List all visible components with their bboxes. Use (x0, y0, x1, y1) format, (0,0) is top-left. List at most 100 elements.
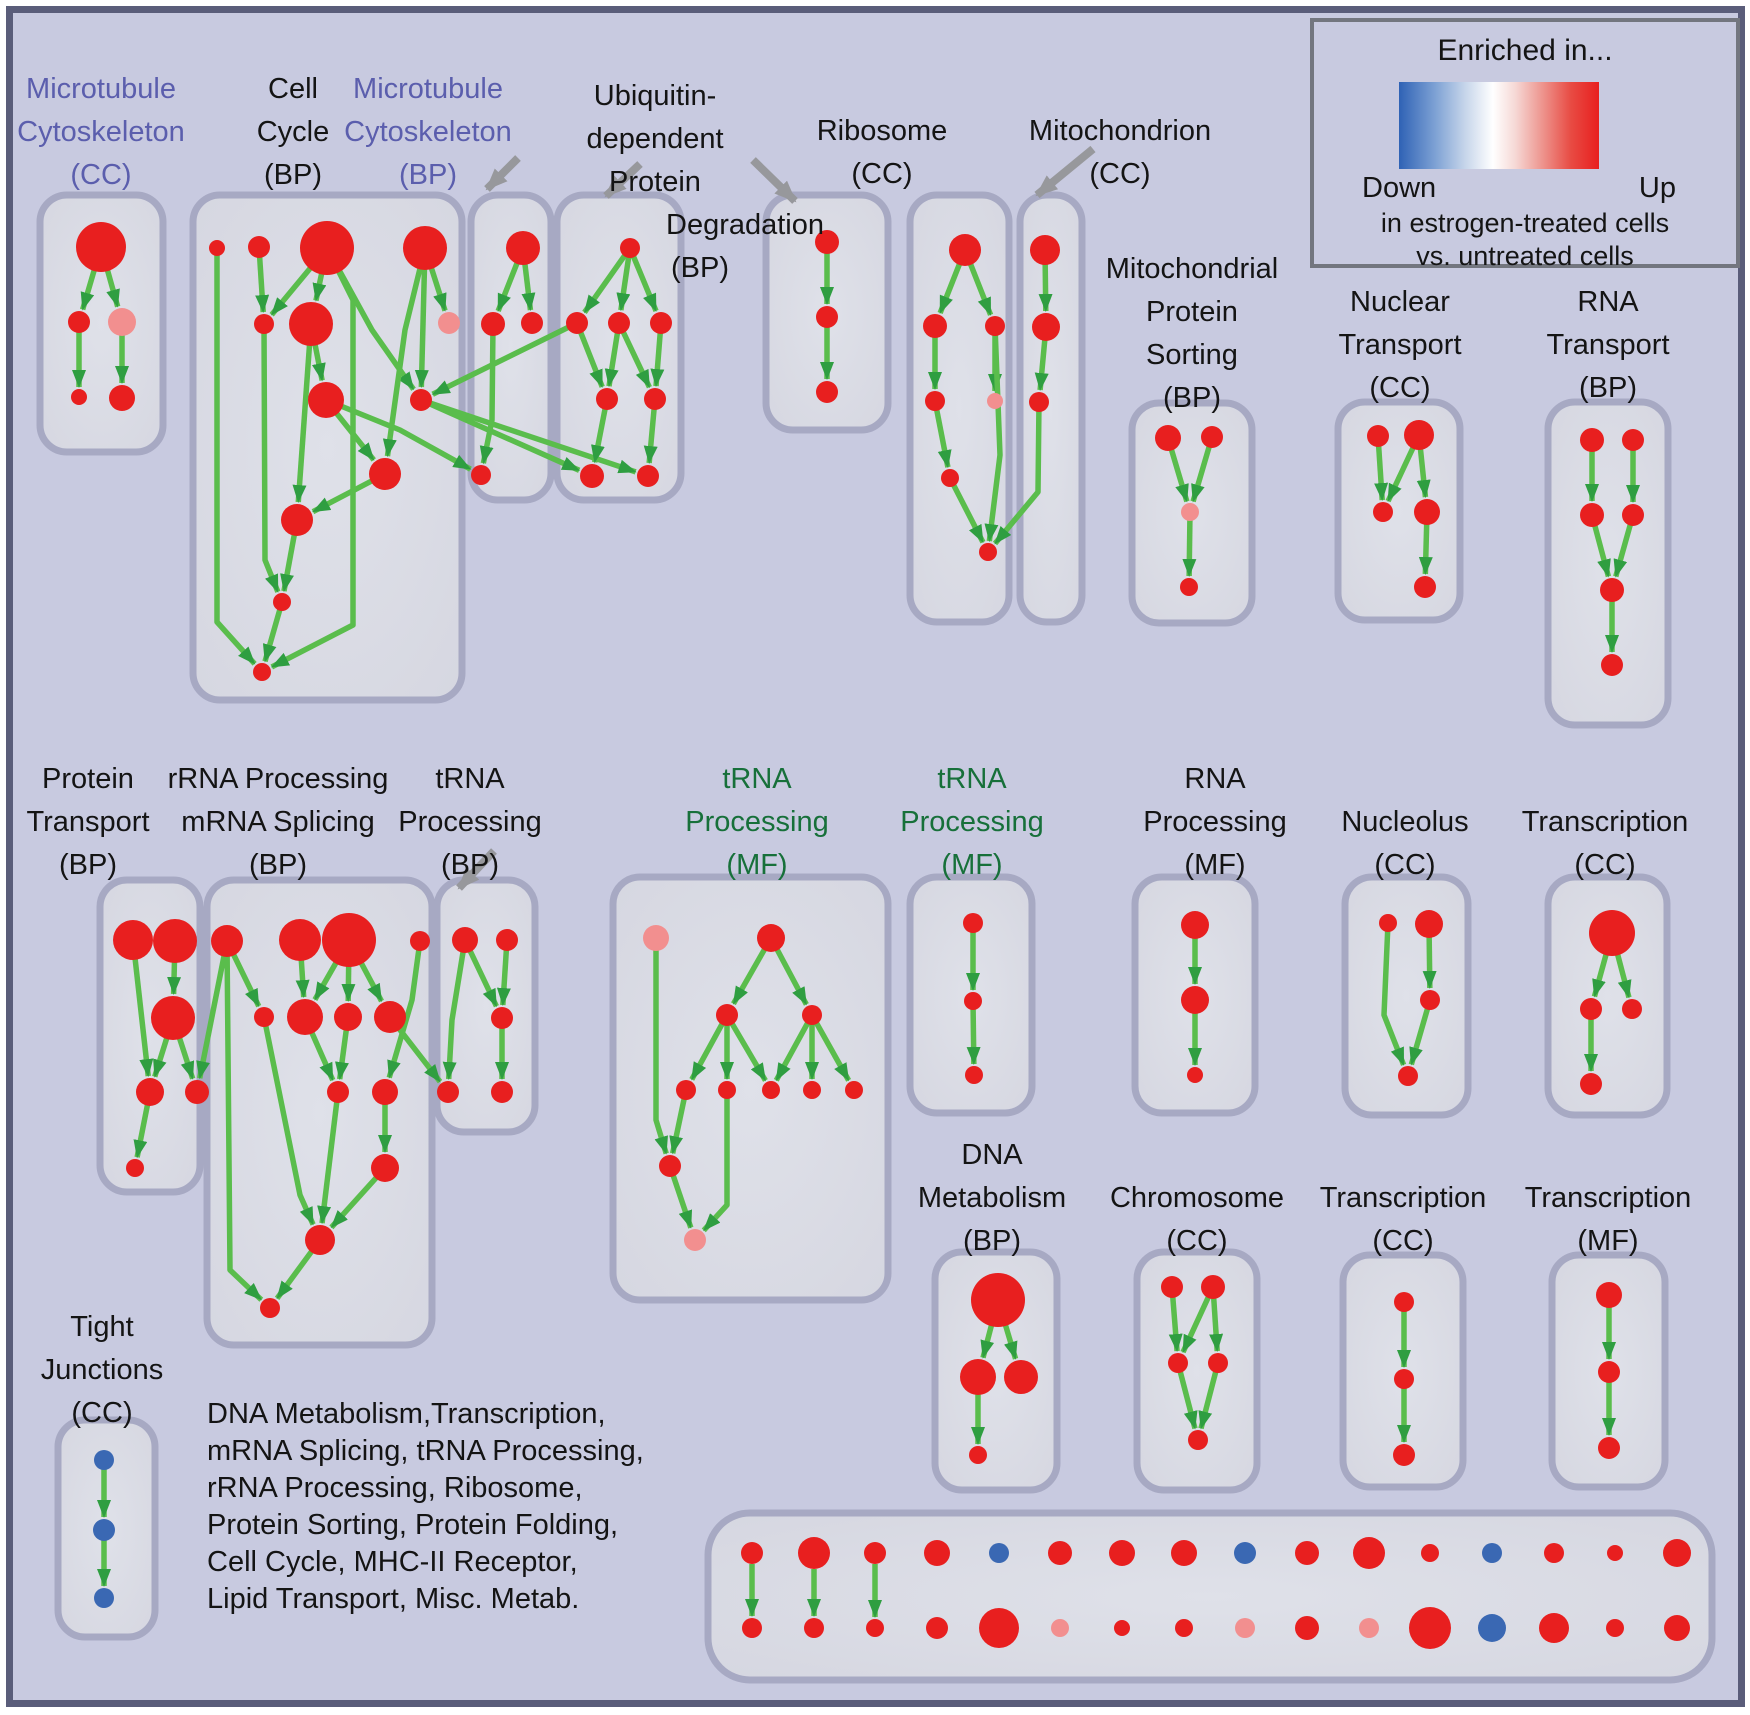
node-a2 (68, 311, 90, 333)
node-r3 (985, 316, 1005, 336)
node-s5 (718, 1081, 736, 1099)
bottom-node-r2-c14 (1539, 1613, 1569, 1643)
node-s9 (659, 1155, 681, 1177)
node-a3 (108, 308, 136, 336)
node-a1 (76, 222, 126, 272)
box-microtubule-cc (36, 191, 167, 456)
bottom-node-r1-c10 (1295, 1541, 1319, 1565)
node-g6 (126, 1159, 144, 1177)
bottom-node-r1-c6 (1048, 1541, 1072, 1565)
box-chromosome (1133, 1248, 1261, 1494)
node-h1 (211, 925, 243, 957)
edge-r6-r7 (947, 476, 986, 544)
node-s1 (757, 924, 785, 952)
label-cell-cycle-bp: Cell Cycle (BP) (256, 73, 330, 191)
node-z4 (1398, 1066, 1418, 1086)
node-e2 (1201, 1275, 1225, 1299)
bottom-node-r1-c14 (1544, 1543, 1564, 1563)
node-w1 (815, 230, 839, 254)
box-nuclear-transport (1334, 398, 1464, 624)
node-m1 (506, 231, 540, 265)
edge-u1-u4 (574, 321, 605, 388)
edge-h4-h10 (386, 940, 423, 1079)
node-s8 (845, 1081, 863, 1099)
bottom-node-r2-c7 (1114, 1620, 1130, 1636)
node-q5 (491, 1081, 513, 1103)
node-c2 (248, 236, 270, 258)
node-q4 (437, 1081, 459, 1103)
network-nodes (68, 221, 1691, 1649)
bottom-node-r2-c15 (1606, 1619, 1624, 1637)
node-h8 (374, 1001, 406, 1033)
cluster-boxes (36, 191, 1716, 1684)
bottom-node-r2-c11 (1359, 1618, 1379, 1638)
bottom-node-r1-c1 (741, 1542, 763, 1564)
label-mitochondrial-protein-sorting-bp: Mitochondrial Protein Sorting (BP) (1105, 253, 1279, 414)
label-microtubule-cytoskeleton-bp: Microtubule Cytoskeleton (BP) (344, 73, 512, 191)
node-tj1 (94, 1450, 114, 1470)
edge-c12-c13 (262, 601, 285, 663)
label-trna-processing-bp: tRNA Processing (BP) (398, 763, 542, 881)
edge-s2-s4 (689, 1013, 730, 1081)
node-r7 (979, 543, 997, 561)
edge-c7-m4 (324, 397, 472, 472)
node-tj3 (94, 1588, 114, 1608)
bottom-node-r2-c6 (1051, 1619, 1069, 1637)
edge-s2-s6 (724, 1013, 768, 1082)
node-n4 (1414, 499, 1440, 525)
legend-gradient-bar (1399, 82, 1599, 169)
edge-u0-u1 (582, 246, 633, 314)
node-d2 (960, 1359, 996, 1395)
label-trna-processing-mf-2: tRNA Processing (MF) (900, 763, 1044, 881)
node-g4 (136, 1078, 164, 1106)
label-ubiquitin-3: (BP) (671, 252, 729, 284)
node-a4 (71, 389, 87, 405)
node-u5 (644, 388, 666, 410)
node-c1 (209, 240, 225, 256)
edge-o3-r7 (992, 401, 1042, 546)
node-m3 (521, 312, 543, 334)
edge-h1-h13 (224, 940, 264, 1302)
bottom-node-r1-c2 (798, 1537, 830, 1569)
bottom-node-r2-c12 (1409, 1607, 1451, 1649)
node-o2 (1032, 313, 1060, 341)
misc-categories-text: DNA Metabolism,Transcription, mRNA Splici… (207, 1398, 644, 1615)
node-p3 (1181, 503, 1199, 521)
node-p4 (1180, 578, 1198, 596)
node-u1 (566, 312, 588, 334)
legend-down-label: Down (1362, 172, 1437, 204)
node-y3 (1187, 1067, 1203, 1083)
node-h9 (327, 1081, 349, 1103)
box-dna-metabolism (931, 1248, 1061, 1494)
node-s4 (676, 1080, 696, 1100)
edge-u1-c9 (431, 320, 579, 397)
edge-z1-z4 (1381, 922, 1407, 1066)
node-c10 (369, 458, 401, 490)
node-q3 (491, 1007, 513, 1029)
bottom-node-r1-c15 (1607, 1545, 1623, 1561)
bottom-node-r2-c8 (1175, 1619, 1193, 1637)
edge-z3-z4 (1408, 999, 1433, 1066)
node-k4 (1580, 1073, 1602, 1095)
label-transcription-cc-2: Transcription (CC) (1319, 1182, 1487, 1257)
edge-c4-c10 (382, 247, 428, 458)
node-n5 (1414, 576, 1436, 598)
node-x1 (963, 913, 983, 933)
node-e1 (1161, 1276, 1183, 1298)
node-c12 (273, 593, 291, 611)
edge-c4-c9 (414, 247, 429, 389)
label-trna-processing-mf-1: tRNA Processing (MF) (685, 763, 829, 881)
node-u3 (650, 312, 672, 334)
legend-subtitle-line1: in estrogen-treated cells (1380, 208, 1670, 238)
node-h10 (372, 1079, 398, 1105)
node-g5 (185, 1080, 209, 1104)
node-d1 (971, 1273, 1025, 1327)
bottom-node-r1-c11 (1353, 1537, 1385, 1569)
node-u0 (620, 238, 640, 258)
node-g3 (151, 996, 195, 1040)
node-j3 (1598, 1437, 1620, 1459)
node-s3 (802, 1005, 822, 1025)
node-n1 (1367, 425, 1389, 447)
node-s7 (803, 1081, 821, 1099)
